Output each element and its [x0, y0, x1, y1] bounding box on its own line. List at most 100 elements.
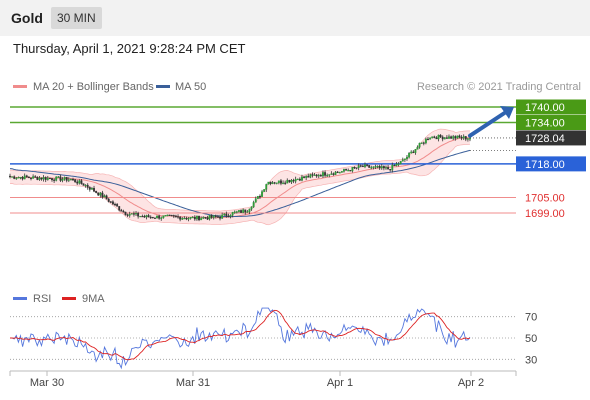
- candle-body: [433, 136, 436, 138]
- candle-body: [40, 177, 43, 180]
- candle-body: [44, 177, 47, 180]
- candle-body: [72, 178, 74, 181]
- candle-body: [303, 176, 305, 178]
- candle-body: [269, 181, 272, 184]
- candle-body: [59, 176, 62, 181]
- candle-body: [80, 180, 83, 184]
- candle-body: [13, 176, 16, 179]
- level-labels: 1740.00 1734.00 1718.00 1705.00 1699.00 1728.…: [516, 99, 586, 220]
- candle-body: [48, 177, 51, 180]
- candle-body: [246, 211, 249, 213]
- current-price-label: 1728.04: [525, 133, 565, 145]
- candle-body: [359, 165, 362, 167]
- candle-body: [429, 137, 432, 140]
- candle-body: [15, 177, 18, 180]
- candle-body: [78, 180, 81, 184]
- candle-body: [275, 182, 278, 184]
- candle-body: [124, 211, 127, 215]
- candle-body: [74, 179, 77, 183]
- candle-body: [420, 142, 423, 144]
- candle-body: [315, 174, 318, 177]
- candle-body: [53, 179, 56, 181]
- candle-body: [32, 176, 35, 179]
- candle-body: [336, 171, 339, 173]
- candle-body: [214, 215, 217, 217]
- candle-body: [27, 176, 30, 179]
- candle-body: [189, 217, 192, 219]
- candle-body: [286, 179, 289, 184]
- candle-body: [240, 210, 242, 213]
- candle-body: [357, 165, 360, 168]
- candle-body: [120, 209, 123, 212]
- candle-body: [403, 158, 406, 160]
- candle-body: [212, 215, 215, 218]
- candle-body: [294, 178, 297, 182]
- candle-body: [105, 195, 108, 200]
- candle-body: [204, 217, 207, 219]
- candle-body: [427, 138, 429, 141]
- candle-body: [452, 136, 455, 139]
- candle-body: [252, 202, 255, 208]
- candle-body: [235, 211, 238, 213]
- timeframe-badge[interactable]: 30 MIN: [51, 7, 102, 29]
- candle-body: [462, 136, 465, 139]
- x-axis: Mar 30 Mar 31 Apr 1 Apr 2: [9, 370, 517, 389]
- candle-body: [412, 151, 415, 153]
- candle-body: [227, 215, 230, 217]
- candle-body: [435, 137, 438, 140]
- candle-body: [128, 214, 131, 216]
- candle-body: [242, 209, 245, 213]
- candle-body: [259, 196, 261, 198]
- level-label-2: 1718.00: [525, 159, 565, 171]
- candle-body: [378, 166, 381, 169]
- timestamp: Thursday, April 1, 2021 9:28:24 PM CET: [13, 41, 246, 56]
- candle-body: [196, 215, 198, 220]
- candle-body: [416, 146, 419, 150]
- candle-body: [164, 215, 167, 217]
- candle-body: [464, 136, 467, 140]
- candle-body: [277, 180, 280, 184]
- candle-body: [280, 180, 282, 184]
- candle-body: [307, 175, 310, 178]
- legend-swatch-9ma: [62, 297, 76, 300]
- candle-body: [174, 215, 177, 217]
- candle-body: [361, 165, 364, 167]
- candle-body: [145, 215, 148, 218]
- candle-body: [86, 184, 89, 188]
- candle-body: [355, 167, 358, 169]
- candle-body: [76, 181, 79, 184]
- candle-body: [311, 174, 314, 176]
- candle-body: [391, 164, 394, 171]
- candle-body: [338, 172, 341, 174]
- candle-body: [231, 212, 234, 216]
- candle-body: [343, 169, 345, 172]
- candle-body: [347, 170, 350, 172]
- candle-body: [151, 216, 154, 219]
- candle-body: [370, 167, 373, 169]
- candle-body: [82, 183, 85, 186]
- candle-body: [206, 217, 209, 220]
- candle-body: [414, 149, 417, 153]
- candle-body: [181, 218, 184, 220]
- candle-body: [284, 182, 287, 184]
- candle-body: [116, 204, 119, 207]
- legend-swatch-ma50: [156, 85, 170, 88]
- candle-body: [198, 215, 200, 221]
- candle-body: [9, 175, 11, 178]
- candle-body: [210, 215, 213, 218]
- candle-body: [389, 169, 392, 171]
- level-label-4: 1699.00: [525, 208, 565, 220]
- candle-body: [21, 176, 24, 180]
- candle-body: [460, 137, 463, 139]
- candle-body: [162, 215, 165, 219]
- candle-body: [46, 177, 49, 180]
- legend-swatch-rsi: [13, 297, 27, 300]
- candle-body: [153, 217, 156, 219]
- level-label-2-bg: [516, 156, 586, 172]
- candle-body: [309, 174, 312, 178]
- candle-body: [431, 136, 434, 139]
- candle-body: [23, 175, 26, 180]
- level-label-1-bg: [516, 115, 586, 131]
- candle-body: [424, 138, 427, 144]
- candle-body: [330, 173, 333, 175]
